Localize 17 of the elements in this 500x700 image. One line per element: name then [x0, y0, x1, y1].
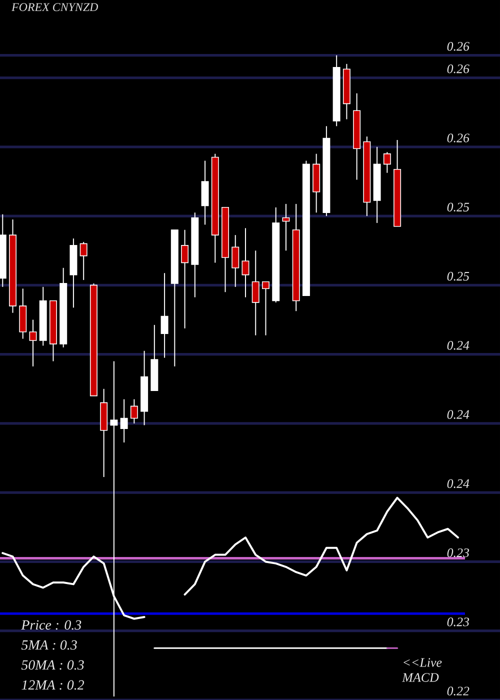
y-tick-label: 0.25	[447, 202, 470, 212]
y-tick-label: 0.26	[447, 134, 470, 142]
y-tick-label: 0.24	[447, 410, 470, 419]
y-tick-label: 0.26	[447, 42, 470, 51]
y-tick-label: 0.25	[447, 272, 470, 281]
annotation: Price : 0.3	[21, 620, 82, 630]
y-tick-label: 0.22	[447, 686, 470, 696]
annotation: 50MA : 0.3	[21, 660, 84, 670]
y-tick-label: 0.26	[447, 64, 470, 74]
y-tick-label: 0.23	[447, 618, 470, 626]
annotation: 12MA : 0.2	[22, 680, 84, 690]
y-tick-label: 0.23	[447, 548, 470, 558]
annotation: <<Live MACD	[402, 658, 442, 682]
y-tick-label: 0.24	[447, 479, 470, 488]
annotation: 5MA : 0.3	[21, 640, 77, 650]
chart-title: FOREX CNYNZD	[11, 3, 98, 12]
y-tick-label: 0.24	[447, 341, 470, 350]
